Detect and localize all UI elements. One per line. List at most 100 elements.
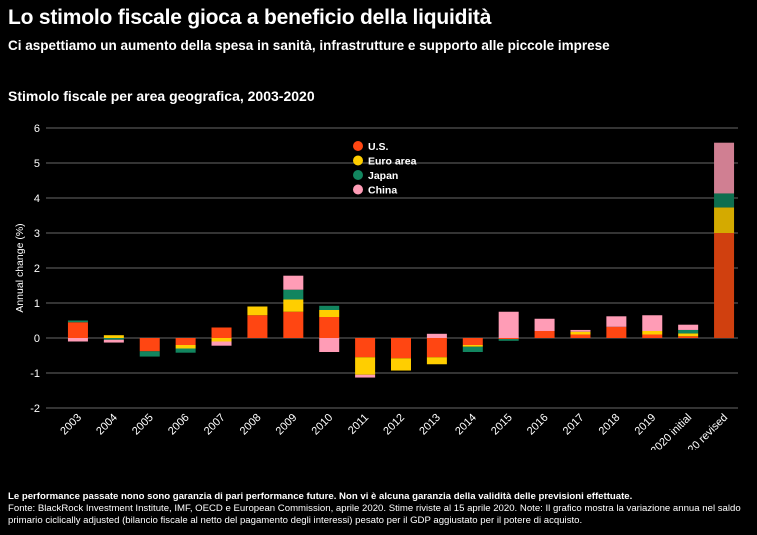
chart-title: Stimolo fiscale per area geografica, 200… [8,88,315,104]
bar-segment [283,275,304,290]
x-tick-label: 2014 [453,412,479,438]
bar-segment [498,338,519,340]
bar-segment [678,333,699,337]
bar-segment [714,233,735,338]
x-tick-label: 2008 [238,412,264,438]
bar-segment [67,322,88,338]
bar-segment [319,317,340,338]
bar-segment [426,357,447,365]
bar-segment [534,318,555,331]
x-tick-label: 2012 [381,412,407,438]
x-tick-label: 2016 [525,412,551,438]
bar-segment [283,299,304,312]
bar-segment [570,331,591,335]
legend-marker [353,141,363,151]
y-tick-label: 4 [34,193,40,205]
bar-segment [606,316,627,327]
x-tick-label: 2017 [561,412,587,438]
bar-segment [355,374,376,378]
bar-segment [391,358,411,371]
y-tick-label: 3 [34,228,40,240]
legend-label: Japan [368,170,398,182]
x-tick-label: 2013 [417,412,443,438]
page-subtitle: Ci aspettiamo un aumento della spesa in … [8,38,610,53]
legend: U.S. Euro area Japan China [353,141,417,197]
bar-segment [103,339,124,343]
bar-segment [319,338,340,352]
bar-segment [175,338,196,345]
footer: Le performance passate nono sono garanzi… [8,491,748,527]
bar-segment [139,338,160,352]
y-axis-title: Annual change (%) [14,223,26,312]
x-tick-label: 2006 [166,412,192,438]
bar-segment [462,338,483,345]
footer-source: Fonte: BlackRock Investment Institute, I… [8,503,741,526]
x-tick-label: 2004 [94,412,120,438]
y-tick-label: 5 [34,158,40,170]
bar-segment [714,142,735,194]
bars [67,142,735,378]
bar-segment [67,320,88,323]
x-tick-label: 2011 [346,412,371,437]
bar-segment [462,346,483,352]
legend-label: China [368,185,397,197]
y-tick-label: -1 [30,368,40,380]
bar-segment [247,306,268,316]
bar-segment [426,333,447,338]
x-tick-label: 2009 [274,412,300,438]
x-tick-label: 2007 [202,412,228,438]
legend-label: U.S. [368,141,389,153]
bar-segment [175,345,196,349]
y-axis-tick-labels: -2 -1 0 1 2 3 4 5 6 [30,123,40,415]
x-tick-label: 2003 [58,412,84,438]
bar-segment [211,341,232,346]
x-tick-label: 2010 [310,412,336,438]
bar-segment [211,327,232,338]
bar-segment [498,311,519,338]
bar-segment [103,338,124,340]
gridlines [46,127,738,409]
x-axis-tick-labels: 2003 2004 2005 2006 2007 2008 2009 2010 2011 2012… [58,412,730,450]
bar-segment [355,338,376,358]
legend-marker [353,184,363,195]
bar-segment [678,329,699,334]
footer-disclaimer: Le performance passate nono sono garanzi… [8,491,633,502]
bar-segment [391,338,411,359]
bar-segment [642,334,663,338]
legend-marker [353,155,363,166]
bar-segment [714,193,735,208]
bar-segment [462,345,483,347]
bar-segment [534,331,555,338]
y-tick-label: 0 [34,333,40,345]
bar-segment [175,348,196,353]
bar-segment [570,334,591,338]
bar-segment [283,311,304,338]
page-title: Lo stimolo fiscale gioca a beneficio del… [8,6,492,29]
bar-segment [678,336,699,338]
bar-segment [606,326,627,338]
legend-marker [353,170,363,180]
bar-segment [67,338,88,342]
bar-segment [426,338,447,358]
y-tick-label: 2 [34,263,40,275]
bar-segment [319,310,340,317]
bar-segment [570,329,591,332]
bar-segment [319,305,340,310]
x-tick-label: 2015 [489,412,515,438]
bar-segment [211,338,232,342]
bar-segment [283,289,304,300]
bar-segment [714,207,735,233]
bar-segment [498,339,519,341]
bar-segment [103,335,124,338]
bar-segment [678,324,699,330]
bar-segment [247,315,268,338]
x-tick-label: 2005 [130,412,156,438]
y-tick-label: -2 [30,403,40,415]
legend-label: Euro area [368,156,417,168]
bar-segment [355,357,376,375]
bar-segment [642,331,663,335]
y-tick-label: 6 [34,123,40,135]
bar-segment [139,351,160,357]
y-tick-label: 1 [34,298,40,310]
